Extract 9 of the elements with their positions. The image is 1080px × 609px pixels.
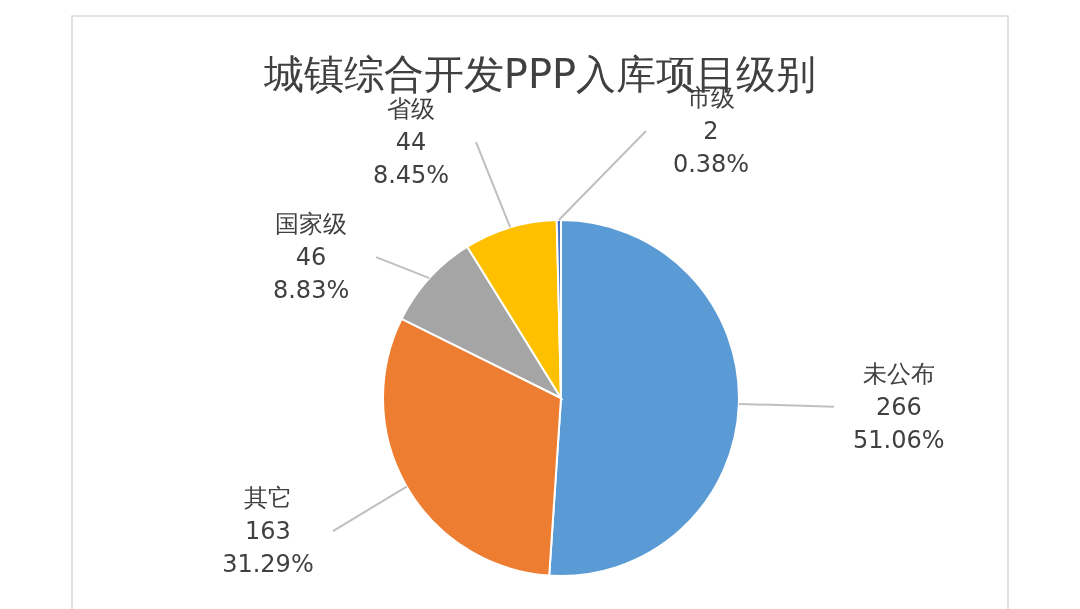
data-label: 163 31.29% [222, 517, 314, 579]
slice-label: 其它 [243, 484, 292, 513]
data-label: 266 51.06% [853, 392, 945, 454]
slice-label: 国家级 [275, 210, 348, 239]
data-label: 2 0.38% [672, 117, 750, 179]
slice-label: 省级 [387, 95, 435, 124]
data-label: 46 8.83% [272, 243, 350, 305]
slice-label: 未公布 [862, 359, 935, 388]
data-label: 44 8.45% [372, 128, 450, 190]
